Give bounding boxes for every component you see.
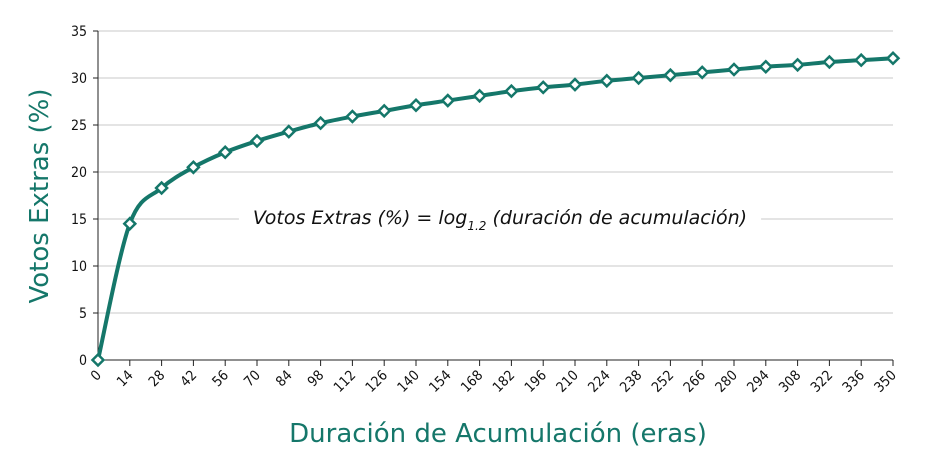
formula-background xyxy=(238,205,762,235)
data-point xyxy=(281,124,297,139)
data-point xyxy=(249,133,265,149)
y-tick-label: 30 xyxy=(71,71,87,87)
x-tick-label: 210 xyxy=(554,368,582,396)
x-axis-title: Duración de Acumulación (eras) xyxy=(289,419,707,449)
formula-annotation-group: Votos Extras (%) = log1.2 (duración de a… xyxy=(238,205,762,235)
data-point xyxy=(885,50,901,66)
x-tick-label: 266 xyxy=(681,368,709,396)
data-point xyxy=(90,352,106,368)
x-tick-label: 168 xyxy=(458,368,486,396)
x-tick-label: 280 xyxy=(713,368,741,396)
x-tick-label: 350 xyxy=(872,368,900,396)
y-tick-label: 10 xyxy=(71,259,87,275)
data-point xyxy=(313,115,328,131)
y-tick-labels: 0 5 10 15 20 25 30 35 xyxy=(71,24,87,369)
data-point xyxy=(122,216,138,231)
data-point xyxy=(599,73,615,89)
data-point xyxy=(822,54,837,70)
data-point xyxy=(154,180,169,196)
data-point xyxy=(853,52,869,68)
x-tick-label: 238 xyxy=(617,368,645,396)
series-group xyxy=(90,50,901,368)
y-tick-label: 35 xyxy=(71,24,87,40)
x-tick-label: 196 xyxy=(522,368,550,396)
x-tick-label: 294 xyxy=(744,368,772,396)
axes xyxy=(93,30,894,366)
y-tick-label: 20 xyxy=(71,165,87,181)
x-tick-label: 182 xyxy=(490,368,518,396)
x-tick-label: 322 xyxy=(808,368,836,396)
grid-lines xyxy=(98,30,893,314)
x-tick-label: 336 xyxy=(840,368,868,396)
data-point xyxy=(631,70,646,86)
x-tick-label: 112 xyxy=(331,368,359,396)
data-point xyxy=(504,83,519,99)
data-point xyxy=(694,65,710,80)
x-tick-label: 140 xyxy=(395,368,423,396)
y-tick-label: 25 xyxy=(71,118,87,134)
data-point xyxy=(726,62,742,77)
x-tick-label: 84 xyxy=(273,368,296,391)
x-tick-label: 308 xyxy=(776,368,804,396)
x-tick-label: 70 xyxy=(241,368,264,391)
x-tick-label: 98 xyxy=(305,368,328,391)
data-point xyxy=(535,80,551,95)
y-axis-title: Votos Extras (%) xyxy=(25,88,55,303)
data-point xyxy=(408,97,424,113)
y-tick-label: 15 xyxy=(71,212,87,228)
formula-prefix: Votos Extras (%) = log xyxy=(253,207,467,229)
x-tick-label: 224 xyxy=(585,368,613,396)
x-tick-label: 42 xyxy=(178,368,201,391)
x-tick-label: 14 xyxy=(114,368,137,391)
data-point xyxy=(663,67,678,83)
formula-annotation: Votos Extras (%) = log1.2 (duración de a… xyxy=(253,207,747,233)
y-tick-label: 0 xyxy=(79,353,87,369)
x-tick-label: 154 xyxy=(426,368,454,396)
data-point xyxy=(345,109,360,124)
y-tick-label: 5 xyxy=(79,306,87,322)
x-tick-label: 0 xyxy=(88,368,105,385)
data-point xyxy=(186,160,201,175)
x-tick-label: 252 xyxy=(649,368,677,396)
data-point xyxy=(758,59,774,74)
data-point xyxy=(376,103,392,119)
formula-subscript: 1.2 xyxy=(467,219,486,233)
x-tick-label: 126 xyxy=(363,368,391,396)
x-tick-label: 56 xyxy=(209,368,232,391)
data-point xyxy=(567,77,583,92)
data-point xyxy=(790,57,805,73)
x-tick-labels: 0 14 28 42 56 70 84 98 112 126 140 154 168 182 196 210 2… xyxy=(88,368,900,396)
formula-suffix: (duración de acumulación) xyxy=(486,207,747,229)
data-point xyxy=(217,144,233,160)
data-point xyxy=(440,93,456,108)
data-point xyxy=(472,88,487,104)
x-tick-label: 28 xyxy=(146,368,169,391)
